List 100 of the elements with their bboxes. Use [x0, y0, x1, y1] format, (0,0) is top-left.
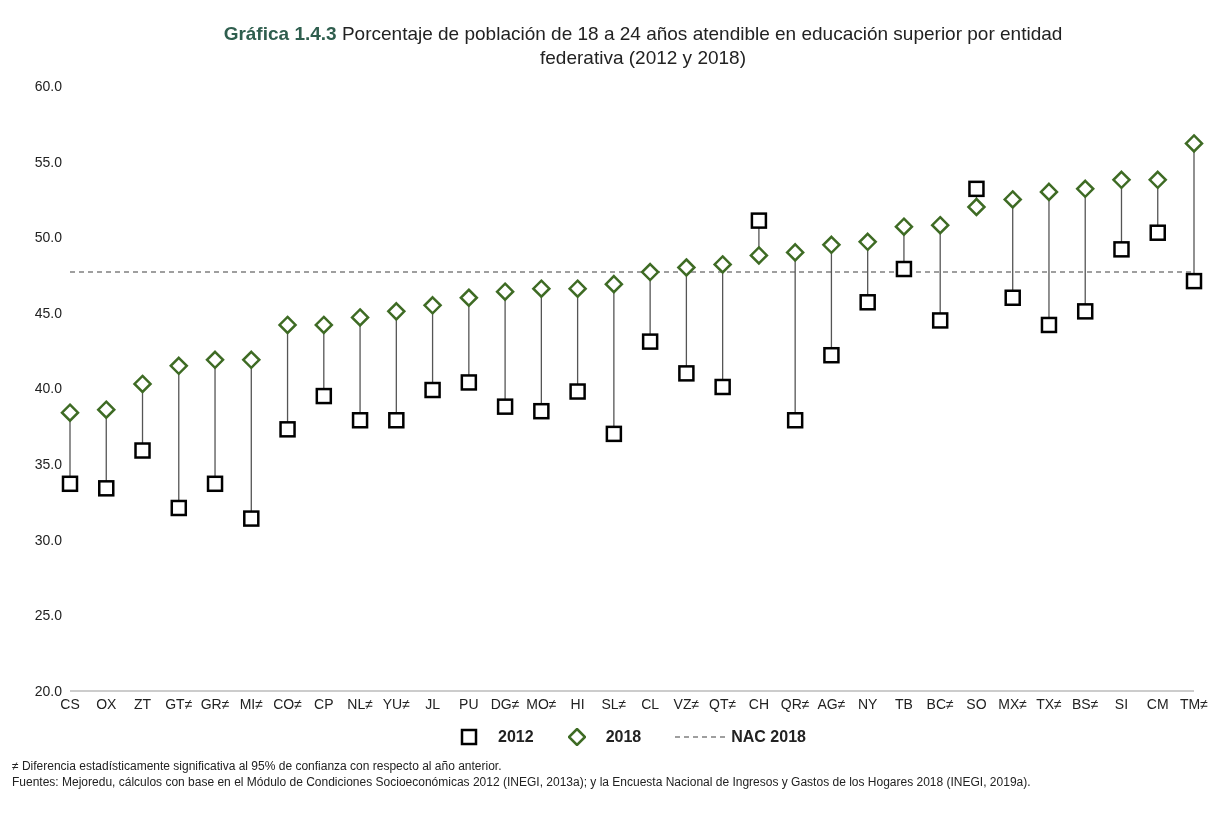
point — [968, 180, 985, 198]
x-tick-label: NL≠ — [347, 695, 374, 712]
point — [931, 312, 949, 329]
point — [1004, 289, 1021, 306]
x-tick-label: GR≠ — [200, 695, 230, 712]
point — [533, 402, 550, 420]
point — [678, 365, 695, 382]
y-tick-label: 55.0 — [34, 153, 63, 170]
point — [61, 475, 79, 493]
x-tick-label: BS≠ — [1072, 695, 1099, 712]
point — [858, 232, 877, 252]
x-tick-label: CL — [641, 695, 660, 712]
point — [677, 258, 696, 277]
point — [1003, 190, 1022, 209]
point — [894, 217, 914, 236]
point — [351, 412, 369, 429]
point — [604, 274, 624, 294]
point — [388, 412, 405, 429]
point — [169, 356, 189, 376]
x-tick-label: CP — [314, 695, 334, 712]
point — [822, 235, 841, 255]
point — [713, 255, 732, 274]
point — [496, 398, 514, 415]
point — [641, 333, 659, 350]
x-tick-label: SL≠ — [601, 695, 627, 712]
point — [1113, 241, 1130, 258]
point — [749, 246, 769, 265]
legend-label: NAC 2018 — [730, 728, 806, 746]
y-tick-label: 45.0 — [34, 304, 63, 321]
point — [1076, 303, 1094, 320]
point — [133, 374, 152, 394]
point — [278, 315, 297, 335]
point — [134, 442, 151, 459]
point — [1039, 182, 1059, 202]
x-tick-label: CH — [748, 695, 770, 712]
y-tick-label: 30.0 — [34, 531, 63, 548]
point — [786, 412, 804, 429]
x-tick-label: CS — [60, 695, 80, 712]
x-tick-label: AG≠ — [817, 695, 846, 712]
point — [98, 480, 115, 497]
x-tick-label: SO — [966, 695, 987, 712]
legend-label: 2012 — [497, 728, 534, 746]
point — [279, 421, 296, 438]
point — [460, 374, 478, 391]
y-tick-label: 50.0 — [34, 229, 63, 246]
point — [750, 212, 768, 229]
x-tick-label: SI — [1114, 695, 1129, 712]
y-tick-label: 25.0 — [34, 607, 63, 624]
point — [640, 262, 660, 282]
x-tick-label: NY — [857, 695, 879, 712]
x-tick-label: JL — [425, 695, 441, 712]
point — [1040, 316, 1058, 334]
point — [97, 400, 116, 419]
x-tick-label: OX — [96, 695, 118, 712]
x-tick-label: CM — [1146, 695, 1169, 712]
legend-label: 2018 — [604, 728, 642, 746]
source-note: Fuentes: Mejoredu, cálculos con base en el Módulo de Condiciones Socioeconómicas 2012 (INEGI, 2013a); y la Encuesta Nacional de Ingresos y Gastos de los Hogares 2018 (INEGI, 2019a). — [12, 774, 1032, 790]
x-tick-label: MI≠ — [239, 695, 264, 712]
x-tick-label: QR≠ — [780, 695, 810, 712]
point — [459, 288, 479, 307]
point — [243, 510, 260, 527]
point — [423, 296, 442, 315]
point — [350, 308, 370, 327]
point — [387, 302, 406, 321]
point — [532, 279, 551, 298]
point — [206, 475, 224, 493]
x-tick-label: MX≠ — [998, 695, 1028, 712]
text: ≠ Diferencia estadísticamente significativa al 95% de confianza con respecto al año anterior. — [12, 758, 503, 774]
point — [170, 499, 188, 517]
x-tick-label: PU — [459, 695, 479, 712]
point — [714, 378, 731, 396]
point — [605, 425, 623, 443]
point — [930, 215, 950, 235]
point — [242, 350, 261, 370]
x-tick-label: MO≠ — [526, 695, 557, 712]
point — [1185, 272, 1203, 290]
point — [1149, 224, 1166, 241]
point — [60, 403, 80, 422]
y-tick-label: 60.0 — [34, 77, 63, 94]
x-tick-label: BC≠ — [926, 695, 955, 712]
point — [315, 387, 333, 405]
point — [967, 197, 986, 217]
x-tick-label: VZ≠ — [673, 695, 700, 712]
point — [1075, 179, 1095, 199]
x-tick-label: HI — [570, 695, 585, 712]
point — [495, 282, 515, 301]
x-tick-label: ZT — [133, 695, 152, 712]
point — [859, 294, 876, 311]
y-tick-label: 40.0 — [34, 380, 63, 397]
point — [785, 243, 805, 262]
x-tick-label: TM≠ — [1180, 695, 1209, 712]
x-tick-label: CO≠ — [273, 695, 303, 712]
point — [314, 315, 334, 335]
x-tick-label: DG≠ — [490, 695, 520, 712]
point — [205, 350, 225, 370]
x-tick-label: YU≠ — [382, 695, 411, 712]
x-tick-label: TX≠ — [1036, 695, 1063, 712]
point — [895, 260, 913, 278]
point — [823, 346, 840, 364]
x-tick-label: TB — [894, 695, 913, 712]
